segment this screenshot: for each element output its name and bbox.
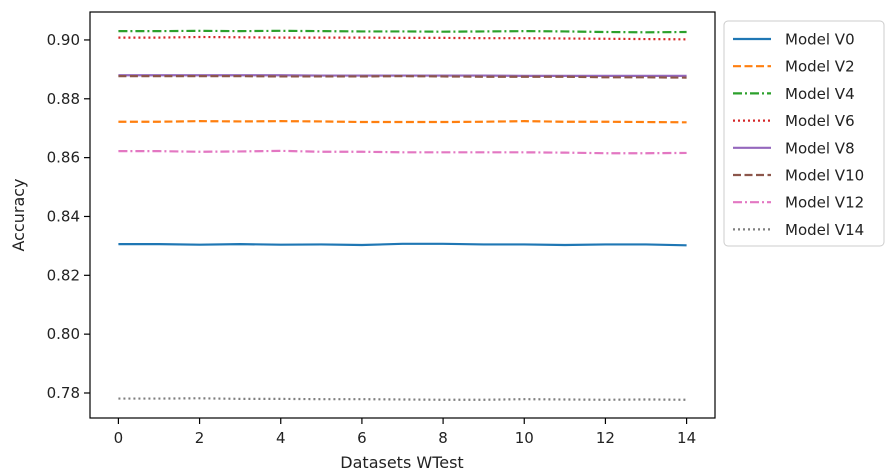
plot-area-frame: [89, 11, 716, 419]
series-line-model-v4: [118, 29, 687, 34]
x-axis: 0 2 4 6 8 10 12 14: [114, 418, 696, 447]
series-line-model-v10: [118, 75, 687, 79]
legend-label: Model V14: [785, 221, 864, 239]
y-axis-label: Accuracy: [9, 178, 28, 251]
legend-label: Model V10: [785, 167, 864, 185]
y-tick-label: 0.80: [47, 325, 80, 343]
y-tick-label: 0.88: [47, 90, 80, 108]
x-tick-label: 6: [357, 429, 367, 447]
x-tick-label: 4: [276, 429, 286, 447]
y-tick-label: 0.82: [47, 266, 80, 284]
series-layer: [118, 29, 687, 401]
legend-label: Model V2: [785, 58, 855, 76]
y-tick-label: 0.86: [47, 149, 80, 167]
x-tick-label: 10: [515, 429, 534, 447]
x-tick-label: 12: [596, 429, 615, 447]
series-line-model-v6: [118, 35, 687, 41]
x-axis-label: Datasets WTest: [340, 453, 463, 472]
x-tick-label: 2: [195, 429, 205, 447]
legend-label: Model V6: [785, 112, 855, 130]
legend-label: Model V0: [785, 31, 855, 49]
y-tick-label: 0.84: [47, 207, 80, 225]
y-axis: 0.78 0.80 0.82 0.84 0.86 0.88 0.90: [47, 31, 90, 402]
x-tick-label: 8: [438, 429, 448, 447]
series-line-model-v0: [118, 242, 687, 247]
series-line-model-v2: [118, 120, 687, 124]
x-tick-label: 0: [114, 429, 124, 447]
y-tick-label: 0.90: [47, 31, 80, 49]
legend-label: Model V12: [785, 194, 864, 212]
x-tick-label: 14: [677, 429, 696, 447]
legend: Model V0 Model V2 Model V4 Model V6 Model V8…: [723, 20, 885, 247]
y-tick-label: 0.78: [47, 384, 80, 402]
legend-label: Model V8: [785, 139, 855, 157]
legend-frame: [723, 20, 885, 247]
series-line-model-v14: [118, 397, 687, 401]
legend-label: Model V4: [785, 85, 855, 103]
series-line-model-v12: [118, 149, 687, 155]
